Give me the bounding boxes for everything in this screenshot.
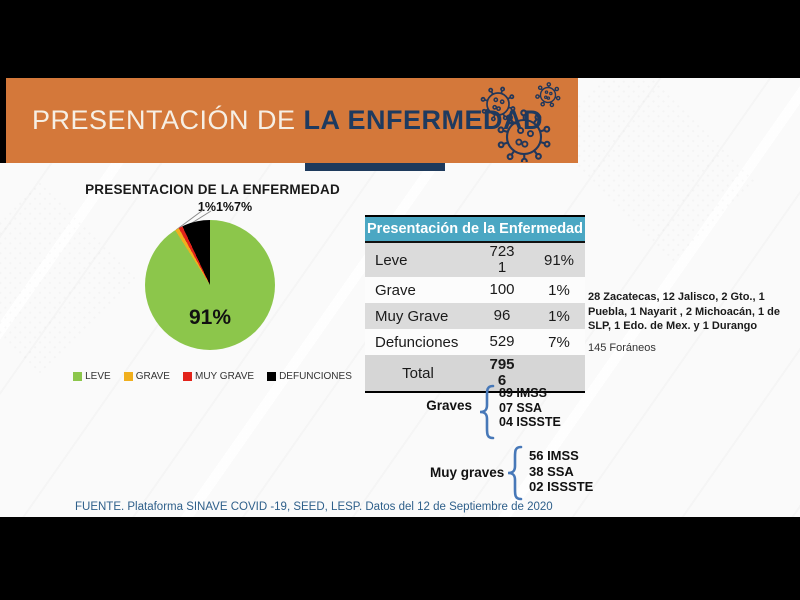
pie-small-slices-label: 1%1%7% [197,200,253,214]
title-banner: PRESENTACIÓN DE LA ENFERMEDAD [6,78,578,165]
graves-item: 07 SSA [499,400,543,415]
legend-item: GRAVE [123,371,170,382]
row-label: Defunciones [375,333,459,351]
coronavirus-icon [468,80,572,165]
foreign-cases-note: 145 Foráneos [588,342,656,354]
graves-item: 04 ISSSTE [499,415,561,429]
muy-graves-brace [507,445,523,501]
legend-label: MUY GRAVE [194,371,255,382]
row-percent: 91% [543,251,575,269]
states-breakdown-note: 28 Zacatecas, 12 Jalisco, 2 Gto., 1 Pueb… [588,291,780,333]
muy-graves-items: 56 IMSS 38 SSA 02 ISSSTE [529,448,593,495]
table-header: Presentación de la Enfermedad [365,217,585,243]
table-total-row: Total 7956 [365,355,585,391]
legend-swatch [123,372,133,381]
banner-accent-strip [305,163,445,171]
dots-texture [0,179,139,377]
row-value: 7231 [489,242,515,276]
legend-label: LEVE [85,371,111,382]
row-label: Leve [375,251,408,269]
slide: PRESENTACIÓN DE LA ENFERMEDAD PRESENTACI… [0,78,800,517]
legend-item: LEVE [73,371,111,382]
row-value: 96 [493,306,511,324]
row-label: Muy Grave [375,307,449,325]
muy-graves-item: 56 IMSS [529,448,579,463]
row-percent: 7% [548,333,570,351]
table-row: Grave 100 1% [365,277,585,303]
banner-left-edge [0,78,6,163]
table-row: Muy Grave 96 1% [365,303,585,329]
chart-legend: LEVE GRAVE MUY GRAVE DEFUNCIONES [73,371,352,382]
graves-items: 89 IMSS 07 SSA 04 ISSSTE [499,386,561,430]
page-title-regular: PRESENTACIÓN DE [32,105,304,135]
row-value: 100 [489,280,515,298]
legend-item: MUY GRAVE [182,371,255,382]
legend-swatch [73,372,83,381]
graves-item: 89 IMSS [499,386,547,400]
legend-swatch [267,372,277,381]
muy-graves-item: 38 SSA [529,463,574,479]
total-label: Total [402,364,434,382]
legend-swatch [182,372,192,381]
legend-label: GRAVE [135,371,170,382]
chart-title: PRESENTACION DE LA ENFERMEDAD [85,182,340,197]
row-label: Grave [375,281,416,299]
muy-graves-item: 02 ISSSTE [529,479,594,494]
row-percent: 1% [548,307,570,325]
muy-graves-label: Muy graves [430,465,505,480]
page-title: PRESENTACIÓN DE LA ENFERMEDAD [6,105,543,136]
legend-item: DEFUNCIONES [267,371,352,382]
pie-chart [145,220,275,350]
pie-main-slice-label: 91% [188,306,232,329]
row-value: 529 [489,332,515,350]
presentation-table: Presentación de la Enfermedad Leve 7231 … [365,215,585,393]
row-percent: 1% [548,281,570,299]
table-row: Defunciones 529 7% [365,329,585,355]
table-row: Leve 7231 91% [365,243,585,277]
source-footer: FUENTE. Plataforma SINAVE COVID -19, SEE… [75,501,553,513]
graves-brace [479,384,495,440]
legend-label: DEFUNCIONES [279,371,352,382]
graves-label: Graves [426,398,472,413]
total-value: 7956 [489,355,515,389]
